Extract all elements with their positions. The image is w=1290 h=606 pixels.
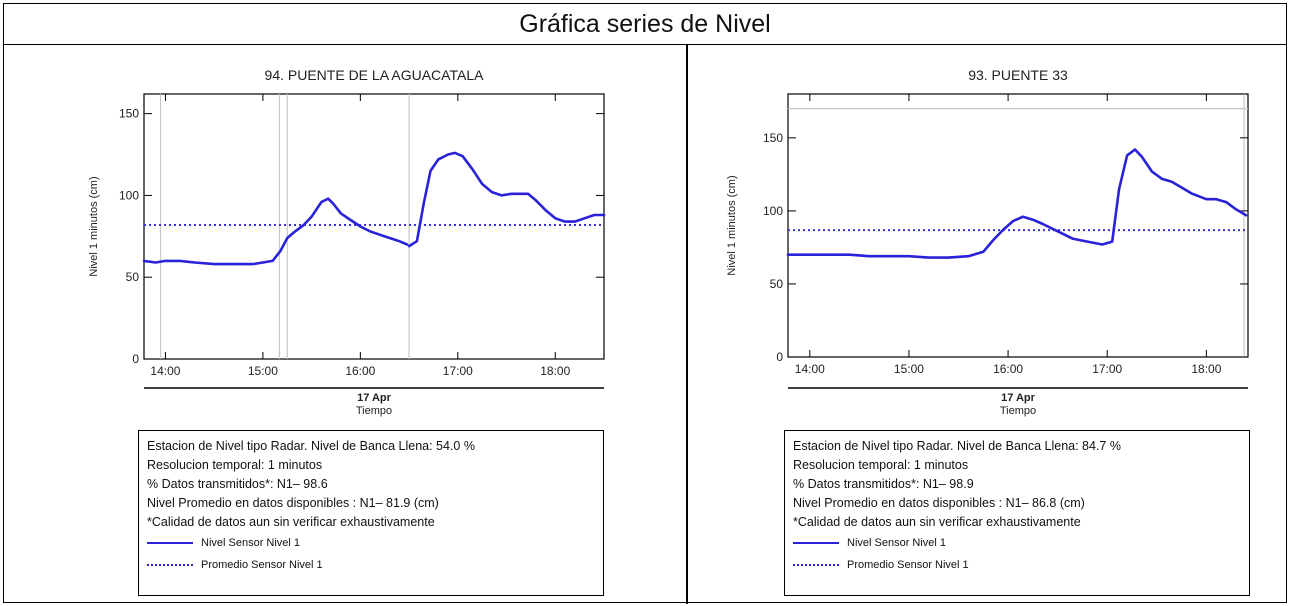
- x-tick-label: 14:00: [795, 362, 825, 376]
- legend-item-mean: Promedio Sensor Nivel 1: [147, 554, 595, 576]
- date-label: 17 Apr: [1001, 392, 1036, 404]
- x-tick-label: 17:00: [443, 364, 473, 378]
- info-line: Nivel Promedio en datos disponibles : N1…: [147, 496, 439, 510]
- legend-label-mean: Promedio Sensor Nivel 1: [847, 558, 969, 571]
- x-tick-label: 14:00: [150, 364, 180, 378]
- x-tick-label: 17:00: [1092, 362, 1122, 376]
- info-line: % Datos transmitidos*: N1– 98.6: [147, 477, 328, 491]
- x-axis-label: Tiempo: [1000, 405, 1036, 417]
- level-series-line: [142, 197, 409, 266]
- dotted-line-swatch: [147, 564, 193, 566]
- info-line: % Datos transmitidos*: N1– 98.9: [793, 477, 974, 491]
- y-axis-label: Nivel 1 minutos (cm): [726, 175, 738, 275]
- info-line: Nivel Promedio en datos disponibles : N1…: [793, 496, 1085, 510]
- chart-panel-aguacatala: 94. PUENTE DE LA AGUACATALA 0 50 100 150 14:0…: [4, 46, 684, 602]
- x-tick-label: 16:00: [993, 362, 1023, 376]
- y-tick-label: 0: [776, 350, 783, 364]
- level-chart-aguacatala: 94. PUENTE DE LA AGUACATALA 0 50 100 150 14:0…: [88, 67, 606, 417]
- level-chart-puente33: 93. PUENTE 33 0 50 100 150 14:00 15:00 16:00 17:…: [726, 67, 1249, 417]
- info-box-aguacatala: Estacion de Nivel tipo Radar. Nivel de B…: [138, 430, 604, 596]
- date-label: 17 Apr: [357, 392, 392, 404]
- y-axis-label: Nivel 1 minutos (cm): [88, 176, 100, 276]
- panel-divider: [686, 44, 688, 604]
- y-tick-label: 150: [119, 107, 139, 121]
- y-tick-label: 100: [763, 204, 783, 218]
- info-line: Estacion de Nivel tipo Radar. Nivel de B…: [147, 439, 475, 453]
- legend-item-mean: Promedio Sensor Nivel 1: [793, 554, 1241, 576]
- x-axis-label: Tiempo: [356, 405, 392, 417]
- y-tick-label: 50: [770, 277, 784, 291]
- page-frame: Gráfica series de Nivel 94. PUENTE DE LA…: [3, 3, 1287, 604]
- legend-label-mean: Promedio Sensor Nivel 1: [201, 558, 323, 571]
- info-line: Resolucion temporal: 1 minutos: [793, 458, 969, 472]
- chart-title: 94. PUENTE DE LA AGUACATALA: [265, 67, 485, 83]
- y-tick-label: 100: [119, 188, 139, 202]
- x-tick-label: 15:00: [894, 362, 924, 376]
- info-line: *Calidad de datos aun sin verificar exha…: [147, 515, 435, 529]
- x-tick-label: 18:00: [540, 364, 570, 378]
- y-tick-label: 0: [132, 352, 139, 366]
- y-tick-label: 50: [126, 270, 140, 284]
- legend-item-series: Nivel Sensor Nivel 1: [793, 532, 1241, 554]
- x-tick-label: 15:00: [248, 364, 278, 378]
- level-series-line: [407, 151, 606, 248]
- plot-frame: [143, 93, 605, 360]
- page-title: Gráfica series de Nivel: [4, 4, 1286, 45]
- info-line: Estacion de Nivel tipo Radar. Nivel de B…: [793, 439, 1121, 453]
- x-tick-label: 18:00: [1191, 362, 1221, 376]
- y-tick-label: 150: [763, 131, 783, 145]
- legend-label-series: Nivel Sensor Nivel 1: [201, 536, 301, 549]
- legend-label-series: Nivel Sensor Nivel 1: [847, 536, 947, 549]
- solid-line-swatch: [147, 542, 193, 544]
- solid-line-swatch: [793, 542, 839, 544]
- info-line: *Calidad de datos aun sin verificar exha…: [793, 515, 1081, 529]
- dotted-line-swatch: [793, 564, 839, 566]
- info-box-puente33: Estacion de Nivel tipo Radar. Nivel de B…: [784, 430, 1250, 596]
- chart-title: 93. PUENTE 33: [968, 67, 1068, 83]
- legend-item-series: Nivel Sensor Nivel 1: [147, 532, 595, 554]
- info-line: Resolucion temporal: 1 minutos: [147, 458, 323, 472]
- x-tick-label: 16:00: [345, 364, 375, 378]
- chart-panel-puente33: 93. PUENTE 33 0 50 100 150 14:00 15:00 16:00 17:…: [688, 46, 1286, 602]
- plot-frame: [787, 93, 1249, 358]
- level-series-line: [786, 148, 1248, 259]
